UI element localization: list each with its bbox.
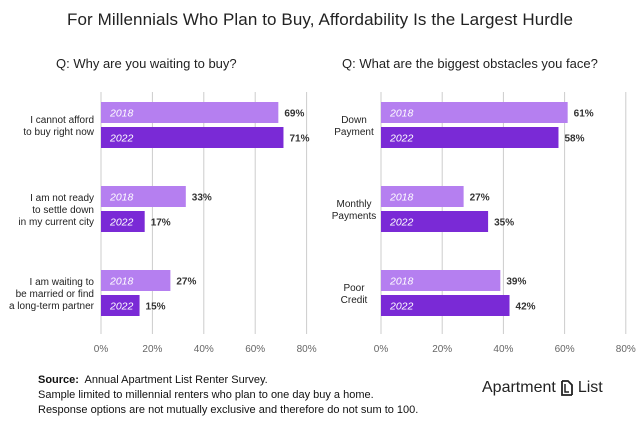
category-label: a long-term partner: [9, 301, 95, 312]
footnote-responses: Response options are not mutually exclus…: [38, 404, 419, 416]
x-tick-label: 60%: [245, 344, 265, 355]
data-label: 15%: [146, 302, 166, 313]
bar-series-label: 2018: [109, 192, 134, 204]
bar-series-label: 2022: [389, 301, 414, 313]
category-label: I cannot afford: [30, 115, 94, 126]
logo-word-apartment: Apartment: [482, 379, 556, 396]
chart-area: 0% 20% 40% 60% 80% 2018 69% 2022 71% I cannot aff…: [9, 92, 636, 355]
category-label: to buy right now: [23, 127, 94, 138]
data-label: 42%: [516, 302, 536, 313]
data-label: 39%: [506, 277, 526, 288]
category-label: Payment: [334, 127, 374, 138]
bar-2022: [101, 127, 284, 148]
data-label: 71%: [289, 134, 309, 145]
bar-series-label: 2018: [109, 108, 134, 120]
category-label: in my current city: [18, 217, 94, 228]
logo-mark-icon: [560, 380, 573, 396]
category-label: be married or find: [16, 289, 94, 300]
data-label: 27%: [176, 277, 196, 288]
data-label: 17%: [151, 218, 171, 229]
category-label: to settle down: [32, 205, 94, 216]
bar-2022: [381, 211, 489, 232]
category-label: Poor: [343, 283, 365, 294]
category-label: I am waiting to: [30, 277, 95, 288]
data-label: 27%: [470, 193, 490, 204]
footnote-sample: Sample limited to millennial renters who…: [38, 389, 374, 401]
panel-0: 0% 20% 40% 60% 80% 2018 69% 2022 71% I cannot aff…: [9, 92, 317, 355]
x-tick-label: 0%: [374, 344, 389, 355]
bar-series-label: 2022: [109, 217, 134, 229]
chart-title: For Millennials Who Plan to Buy, Afforda…: [66, 10, 574, 29]
x-tick-label: 40%: [194, 344, 214, 355]
data-label: 61%: [574, 109, 594, 120]
data-label: 58%: [564, 134, 584, 145]
x-tick-label: 80%: [616, 344, 636, 355]
data-label: 33%: [192, 193, 212, 204]
data-label: 35%: [494, 218, 514, 229]
bar-2022: [101, 295, 140, 316]
bar-series-label: 2018: [389, 276, 414, 288]
bar-2018: [101, 102, 279, 123]
source-label: Source:: [38, 374, 79, 386]
category-label: I am not ready: [30, 193, 94, 204]
bar-2022: [381, 127, 559, 148]
x-tick-label: 20%: [432, 344, 452, 355]
logo-word-list: List: [577, 379, 603, 396]
apartment-list-logo: Apartment List: [482, 379, 603, 397]
category-label: Payments: [332, 211, 376, 222]
bar-series-label: 2018: [109, 276, 134, 288]
x-tick-label: 20%: [142, 344, 162, 355]
bar-2022: [101, 211, 145, 232]
x-tick-label: 60%: [555, 344, 575, 355]
category-label: Down: [341, 115, 367, 126]
bar-2018: [381, 270, 501, 291]
source-text: Annual Apartment List Renter Survey.: [84, 374, 268, 386]
bar-series-label: 2018: [389, 108, 414, 120]
category-label: Monthly: [336, 199, 371, 210]
bar-2018: [101, 270, 171, 291]
x-tick-label: 80%: [297, 344, 317, 355]
bar-series-label: 2022: [389, 133, 414, 145]
bar-2018: [381, 102, 568, 123]
bar-series-label: 2018: [389, 192, 414, 204]
bar-series-label: 2022: [109, 133, 134, 145]
source-line: Source: Annual Apartment List Renter Sur…: [38, 374, 268, 386]
bar-series-label: 2022: [109, 301, 134, 313]
category-label: Credit: [341, 295, 368, 306]
bar-series-label: 2022: [389, 217, 414, 229]
right-chart-subtitle: Q: What are the biggest obstacles you fa…: [342, 56, 598, 71]
bar-2018: [381, 186, 464, 207]
data-label: 69%: [284, 109, 304, 120]
x-tick-label: 0%: [94, 344, 109, 355]
x-tick-label: 40%: [493, 344, 513, 355]
bar-2018: [101, 186, 186, 207]
left-chart-subtitle: Q: Why are you waiting to buy?: [56, 56, 237, 71]
bar-2022: [381, 295, 510, 316]
